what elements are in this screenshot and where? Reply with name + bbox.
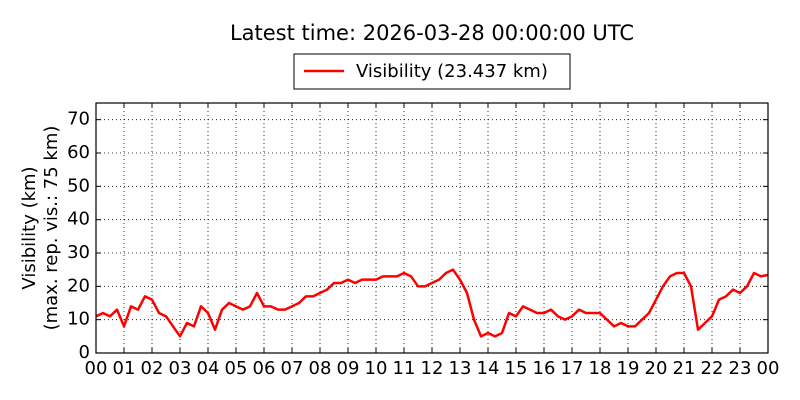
x-tick-label: 18: [589, 358, 612, 379]
x-tick-label: 03: [169, 358, 192, 379]
y-axis-label: Visibility (km): [19, 166, 40, 289]
x-tick-label: 14: [477, 358, 500, 379]
plot-frame: [95, 102, 769, 354]
x-tick-label: 12: [421, 358, 444, 379]
y-tick-label: 20: [67, 275, 90, 296]
x-tick-label: 00: [85, 358, 108, 379]
chart-title: Latest time: 2026-03-28 00:00:00 UTC: [230, 21, 634, 45]
x-tick-label: 11: [393, 358, 416, 379]
x-tick-label: 20: [645, 358, 668, 379]
x-tick-label: 21: [673, 358, 696, 379]
x-tick-label: 13: [449, 358, 472, 379]
x-tick-label: 16: [533, 358, 556, 379]
y-tick-label: 40: [67, 209, 90, 230]
y-axis-label: (max. rep. vis.: 75 km): [41, 126, 62, 331]
x-tick-label: 01: [113, 358, 136, 379]
x-tick-label: 09: [337, 358, 360, 379]
x-tick-label: 23: [729, 358, 752, 379]
y-tick-label: 0: [79, 342, 90, 363]
x-tick-label: 06: [253, 358, 276, 379]
y-tick-label: 60: [67, 142, 90, 163]
y-tick-label: 10: [67, 309, 90, 330]
x-tick-label: 00: [757, 358, 780, 379]
x-tick-label: 15: [505, 358, 528, 379]
y-tick-label: 70: [67, 109, 90, 130]
x-tick-label: 10: [365, 358, 388, 379]
x-tick-label: 05: [225, 358, 248, 379]
y-tick-label: 30: [67, 242, 90, 263]
x-tick-label: 04: [197, 358, 220, 379]
x-tick-label: 22: [701, 358, 724, 379]
x-tick-label: 08: [309, 358, 332, 379]
x-tick-label: 02: [141, 358, 164, 379]
x-tick-label: 19: [617, 358, 640, 379]
data-line: [95, 268, 769, 338]
x-tick-label: 17: [561, 358, 584, 379]
y-tick-label: 50: [67, 175, 90, 196]
x-tick-label: 07: [281, 358, 304, 379]
legend-label: Visibility (23.437 km): [356, 61, 548, 82]
